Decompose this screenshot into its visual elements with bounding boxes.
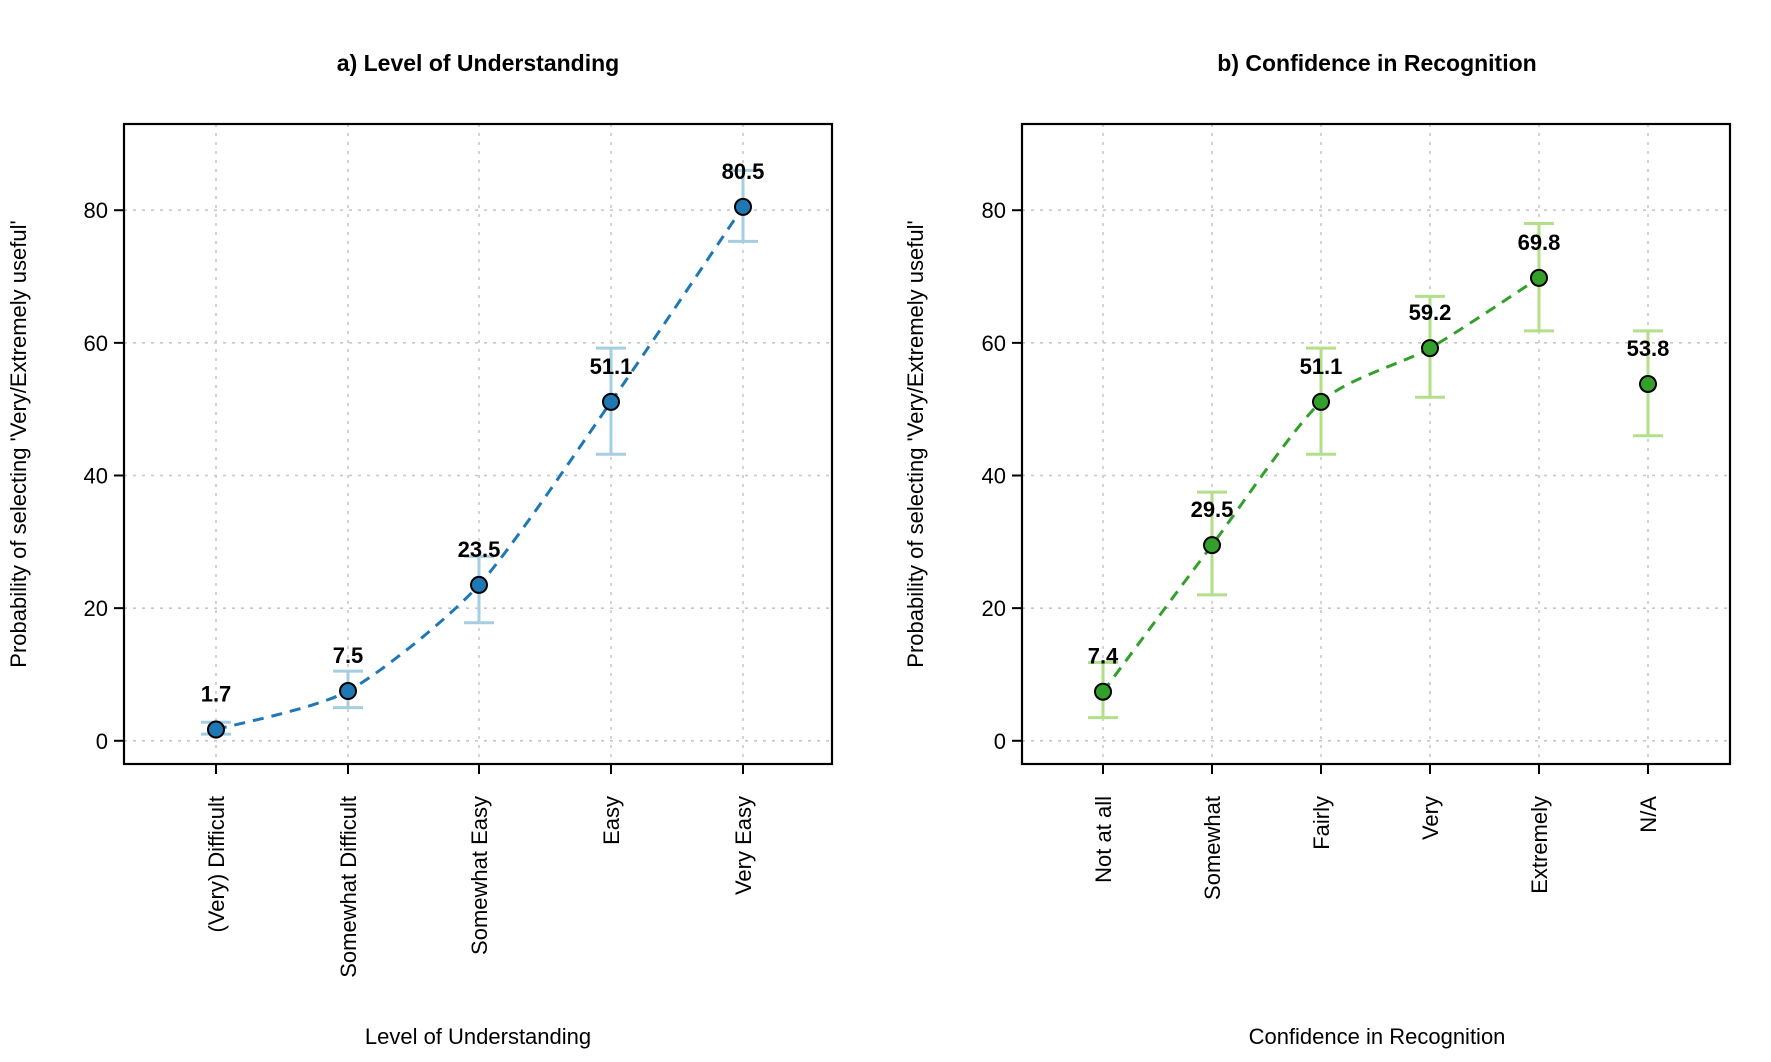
panel-b-x-axis: Not at all Somewhat Fairly Very Extremely N/A: [1091, 764, 1661, 900]
panel-b-data-labels: 7.4 29.5 51.1 59.2 69.8 53.8: [1088, 230, 1670, 669]
x-tick-label: Very Easy: [731, 796, 756, 895]
panel-a-trend-line: [215, 206, 745, 731]
data-label: 1.7: [201, 682, 232, 707]
x-tick-label: Very: [1418, 796, 1443, 840]
x-tick-label: Fairly: [1309, 796, 1334, 850]
panel-b-x-axis-title: Confidence in Recognition: [1249, 1024, 1506, 1049]
x-tick-label: Not at all: [1091, 796, 1116, 883]
x-tick-label: Easy: [599, 796, 624, 845]
panel-b-y-axis: 0 20 40 60 80: [982, 198, 1022, 754]
data-point: [207, 720, 225, 739]
data-point: [1094, 682, 1112, 701]
data-point: [734, 197, 752, 216]
data-label: 59.2: [1409, 300, 1452, 325]
panel-b-y-axis-title: Probability of selecting 'Very/Extremely…: [903, 220, 928, 667]
data-point: [339, 682, 357, 701]
panel-b-points: [1094, 268, 1657, 701]
x-tick-label: Somewhat Difficult: [336, 796, 361, 978]
data-label: 7.5: [333, 643, 364, 668]
x-tick-label: Somewhat: [1200, 796, 1225, 900]
x-tick-label: N/A: [1636, 796, 1661, 833]
panel-b-trend-line: [1101, 276, 1540, 693]
panel-a-plot-frame: [122, 122, 834, 766]
y-tick-label: 0: [96, 729, 108, 754]
panel-b-title: b) Confidence in Recognition: [1217, 50, 1536, 76]
panel-a-grid: [124, 124, 832, 764]
panel-b-plot-frame: [1020, 122, 1732, 766]
y-tick-label: 40: [84, 464, 108, 489]
y-tick-label: 40: [982, 464, 1006, 489]
data-point: [1530, 268, 1548, 287]
panel-a-x-axis-title: Level of Understanding: [365, 1024, 591, 1049]
data-label: 23.5: [458, 537, 501, 562]
y-tick-label: 60: [982, 331, 1006, 356]
panel-a-x-axis: (Very) Difficult Somewhat Difficult Somewh…: [204, 764, 756, 978]
y-tick-label: 20: [84, 596, 108, 621]
x-tick-label: (Very) Difficult: [204, 796, 229, 933]
panel-b: b) Confidence in Recognition 7.4 29.5 51.1…: [903, 50, 1732, 1049]
data-label: 29.5: [1191, 497, 1234, 522]
data-point: [1203, 536, 1221, 555]
y-tick-label: 20: [982, 596, 1006, 621]
data-point: [1312, 392, 1330, 411]
y-tick-label: 80: [982, 198, 1006, 223]
panel-a-title: a) Level of Understanding: [337, 50, 619, 76]
panel-a-y-axis: 0 20 40 60 80: [84, 198, 124, 754]
panel-a-y-axis-title: Probability of selecting 'Very/Extremely…: [6, 220, 31, 667]
data-label: 7.4: [1088, 644, 1119, 669]
data-label: 51.1: [590, 354, 633, 379]
panel-a-points: [207, 197, 752, 739]
data-point: [1421, 339, 1439, 358]
y-tick-label: 60: [84, 331, 108, 356]
panel-b-error-bars: [1088, 221, 1663, 720]
panel-b-grid: [1022, 124, 1730, 764]
data-point: [602, 392, 620, 411]
panel-a: a) Level of Understanding 1.7 7.5 23.5 51.1…: [6, 50, 834, 1049]
panel-a-data-labels: 1.7 7.5 23.5 51.1 80.5: [201, 159, 765, 707]
data-label: 53.8: [1627, 336, 1670, 361]
x-tick-label: Somewhat Easy: [467, 796, 492, 955]
y-tick-label: 0: [994, 729, 1006, 754]
data-point: [1639, 374, 1657, 393]
data-label: 69.8: [1518, 230, 1561, 255]
data-label: 80.5: [722, 159, 765, 184]
x-tick-label: Extremely: [1527, 796, 1552, 894]
data-label: 51.1: [1300, 354, 1343, 379]
y-tick-label: 80: [84, 198, 108, 223]
data-point: [470, 575, 488, 594]
panel-a-error-bars: [201, 168, 758, 736]
